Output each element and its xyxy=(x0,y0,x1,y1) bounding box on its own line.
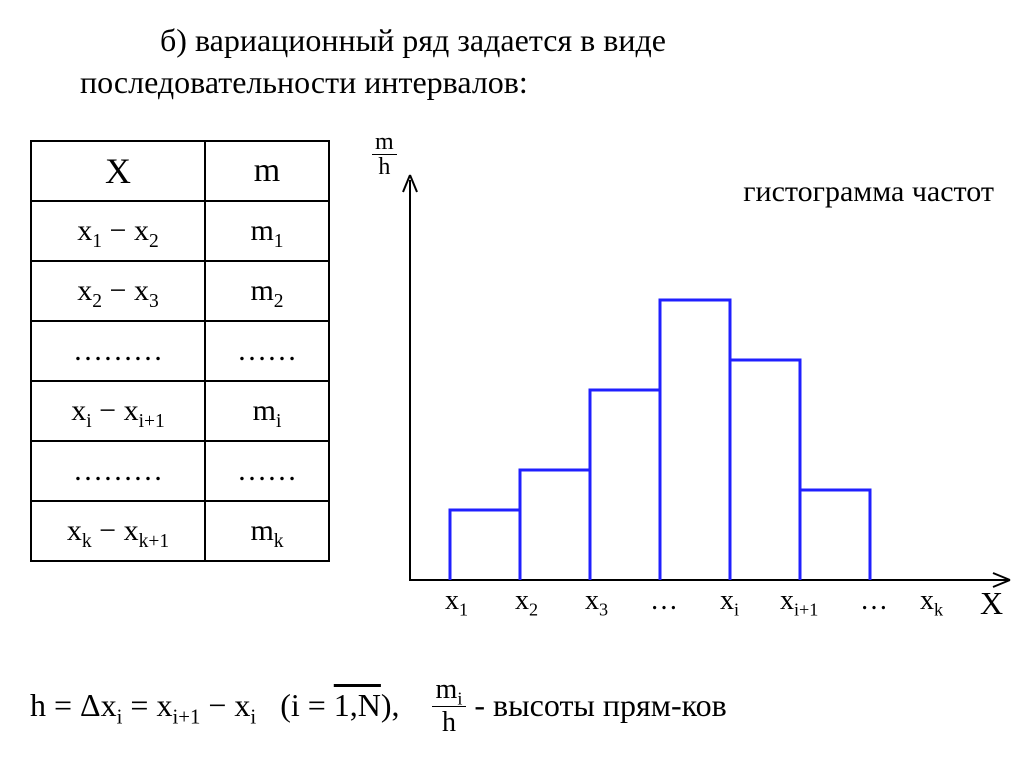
cell-x: x1 − x2 xyxy=(31,201,205,261)
table-row: x2 − x3 m2 xyxy=(31,261,329,321)
table-header-row: X m xyxy=(31,141,329,201)
x-tick-label: xk xyxy=(920,585,943,617)
formula-fraction: mi h xyxy=(432,676,467,737)
title-line-2: последовательности интервалов: xyxy=(80,64,528,100)
formula-lhs: h = Δxi = xi+1 − xi xyxy=(30,687,256,723)
interval-table: X m x1 − x2 m1 x2 − x3 m2 ……… …… xi − xi… xyxy=(30,140,330,562)
table-row: ……… …… xyxy=(31,321,329,381)
x-tick-label: … xyxy=(650,585,678,617)
frac-bot: h xyxy=(432,707,467,737)
cell-m: m2 xyxy=(205,261,329,321)
frac-top: mi xyxy=(432,676,467,707)
x-tick-label: x2 xyxy=(515,585,538,617)
histogram-svg xyxy=(360,160,1020,590)
cell-x: xk − xk+1 xyxy=(31,501,205,561)
formula-line: h = Δxi = xi+1 − xi (i = 1,N), mi h - вы… xyxy=(30,678,1004,739)
table-header-m: m xyxy=(205,141,329,201)
content-area: X m x1 − x2 m1 x2 − x3 m2 ……… …… xi − xi… xyxy=(30,130,1004,562)
table-row: x1 − x2 m1 xyxy=(31,201,329,261)
x-tick-label: x3 xyxy=(585,585,608,617)
cell-x: xi − xi+1 xyxy=(31,381,205,441)
slide-title: б) вариационный ряд задается в виде посл… xyxy=(80,20,984,103)
formula-rhs: - высоты прям-ков xyxy=(466,687,726,723)
cell-m: mk xyxy=(205,501,329,561)
histogram-chart: m h гистограмма частот x1x2x3…xixi+1…xkX xyxy=(360,130,1004,562)
y-label-top: m xyxy=(372,130,397,155)
x-tick-label: x1 xyxy=(445,585,468,617)
table-row: xk − xk+1 mk xyxy=(31,501,329,561)
table-row: xi − xi+1 mi xyxy=(31,381,329,441)
cell-m: m1 xyxy=(205,201,329,261)
cell-x: ……… xyxy=(31,321,205,381)
formula-domain: (i = 1,N), xyxy=(280,687,399,723)
x-tick-label: xi xyxy=(720,585,739,617)
x-tick-label: … xyxy=(860,585,888,617)
cell-m: mi xyxy=(205,381,329,441)
cell-m: …… xyxy=(205,441,329,501)
table-header-x: X xyxy=(31,141,205,201)
cell-x: ……… xyxy=(31,441,205,501)
cell-m: …… xyxy=(205,321,329,381)
table-row: ……… …… xyxy=(31,441,329,501)
cell-x: x2 − x3 xyxy=(31,261,205,321)
x-tick-label: xi+1 xyxy=(780,585,818,617)
title-line-1: б) вариационный ряд задается в виде xyxy=(160,22,666,58)
x-tick-label: X xyxy=(980,585,1003,622)
